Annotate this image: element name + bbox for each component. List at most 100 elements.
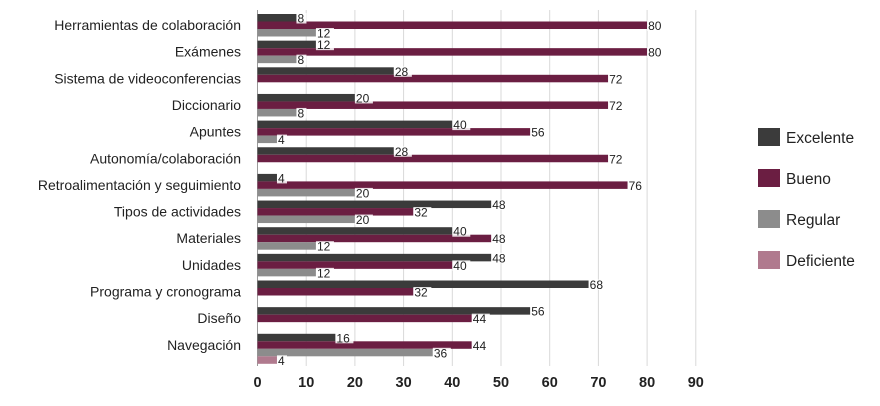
bar-bueno-navegacion [257,341,472,349]
category-label-diccionario: Diccionario [172,97,241,113]
legend-label-bueno: Bueno [786,171,831,188]
data-label-bg [276,355,287,366]
data-label-bg [608,100,627,111]
category-label-tipos-de-actividades: Tipos de actividades [114,204,241,220]
data-label-bg [471,340,490,351]
bar-excelente-diccionario [257,93,355,102]
category-label-unidades: Unidades [182,257,241,273]
bar-excelente-unidades [257,253,492,262]
legend-swatch-excelente [758,128,780,146]
data-label-bg [413,207,432,218]
data-label-bg [315,28,334,39]
x-tick-label-90: 90 [688,375,704,391]
category-label-autonomia-colaboracion: Autonomía/colaboración [90,150,241,166]
data-label-bueno-autonomia-colaboracion: 72 [609,152,623,166]
data-label-bg [315,241,334,252]
bar-excelente-diseno [257,307,531,315]
legend-label-regular: Regular [786,212,840,229]
bar-excelente-materiales [257,227,453,235]
x-tick-label-10: 10 [298,375,314,391]
category-label-retroalimentacion-y-seguimiento: Retroalimentación y seguimiento [38,177,241,193]
bar-excelente-retroalimentacion-y-seguimiento [257,173,277,182]
data-label-bg [276,134,287,146]
data-label-bg [276,172,287,184]
data-label-bueno-diccionario: 72 [609,99,623,113]
bar-excelente-tipos-de-actividades [257,200,492,209]
legend-label-excelente: Excelente [786,130,854,147]
bar-bueno-retroalimentacion-y-seguimiento [257,181,628,189]
data-label-bg [296,13,307,24]
data-label-regular-unidades: 12 [317,266,331,280]
data-label-bg [296,54,307,66]
bar-bueno-materiales [257,234,492,243]
data-label-excelente-autonomia-colaboracion: 28 [395,145,409,159]
data-label-bg [491,233,510,245]
data-label-bg [588,279,607,290]
bar-bueno-autonomia-colaboracion [257,154,609,163]
bar-excelente-apuntes [257,120,453,129]
data-label-bueno-materiales: 48 [492,232,506,246]
bar-excelente-autonomia-colaboracion [257,147,394,155]
data-label-bg [432,347,451,359]
bars [257,14,648,364]
data-label-bg [491,199,510,211]
data-label-bg [354,187,373,199]
data-label-bg [393,66,412,77]
bar-bueno-tipos-de-actividades [257,208,414,216]
data-label-regular-tipos-de-actividades: 20 [356,213,370,227]
data-label-bueno-retroalimentacion-y-seguimiento: 76 [629,179,643,193]
data-label-bg [452,119,471,131]
data-label-bueno-apuntes: 56 [531,126,545,140]
bar-deficiente-navegacion [257,356,277,364]
data-label-bg [393,146,412,157]
data-label-bueno-tipos-de-actividades: 32 [414,206,428,220]
bar-bueno-unidades [257,261,453,269]
data-label-bueno-unidades: 40 [453,259,467,273]
data-label-excelente-retroalimentacion-y-seguimiento: 4 [278,171,285,185]
category-label-examenes: Exámenes [175,44,241,60]
bar-regular-examenes [257,55,297,64]
bar-regular-diccionario [257,108,297,117]
category-label-programa-y-cronograma: Programa y cronograma [90,284,241,300]
data-label-excelente-tipos-de-actividades: 48 [492,198,506,212]
data-label-bg [647,20,666,31]
x-tick-label-70: 70 [590,375,606,391]
x-tick-label-60: 60 [542,375,558,391]
category-labels: Herramientas de colaboración Exámenes Sist… [38,17,241,353]
data-label-deficiente-navegacion: 4 [278,354,285,368]
data-label-excelente-unidades: 48 [492,251,506,265]
bar-bueno-programa-y-cronograma [257,288,414,296]
data-label-bg [608,73,627,85]
data-label-excelente-sistema-de-videoconferencias: 28 [395,65,409,79]
bar-regular-apuntes [257,135,277,144]
legend-label-deficiente: Deficiente [786,253,855,270]
data-label-bueno-navegacion: 44 [473,339,487,353]
data-label-bueno-sistema-de-videoconferencias: 72 [609,72,623,86]
bar-excelente-navegacion [257,333,336,342]
bar-excelente-herramientas-de-colaboracion [257,14,297,22]
x-tick-label-0: 0 [253,375,261,391]
bar-regular-unidades [257,268,316,277]
x-axis: 0 10 20 30 40 50 60 70 80 90 [253,375,703,391]
data-labels: 8801212808287220728405642872476204832204… [276,12,666,368]
x-tick-label-20: 20 [347,375,363,391]
bar-regular-navegacion [257,348,433,357]
x-tick-label-30: 30 [396,375,412,391]
data-label-bg [296,107,307,119]
data-label-bueno-diseno: 44 [473,312,487,326]
category-label-navegacion: Navegación [167,337,241,353]
data-label-regular-diccionario: 8 [297,106,304,120]
data-label-bg [315,39,334,51]
bar-excelente-programa-y-cronograma [257,280,589,288]
bar-regular-tipos-de-actividades [257,215,355,224]
data-label-excelente-materiales: 40 [453,225,467,239]
category-label-sistema-de-videoconferencias: Sistema de videoconferencias [54,70,241,86]
data-label-bg [530,306,549,317]
data-label-regular-apuntes: 4 [278,133,285,147]
bar-bueno-diccionario [257,101,609,109]
bar-bueno-herramientas-de-colaboracion [257,21,648,29]
data-label-excelente-navegacion: 16 [336,331,350,345]
bar-excelente-examenes [257,40,316,49]
data-label-excelente-apuntes: 40 [453,118,467,132]
data-label-excelente-diccionario: 20 [356,91,370,105]
